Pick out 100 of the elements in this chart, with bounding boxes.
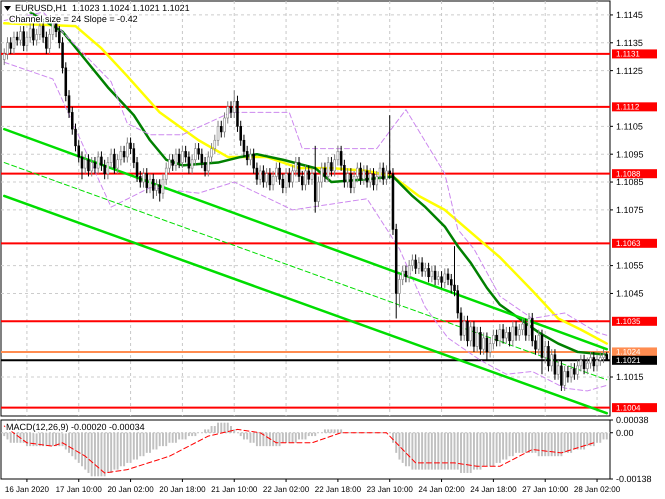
y-tick-label: 1.1085: [616, 177, 644, 188]
candlestick: [424, 262, 427, 278]
chart-title: EURUSD,H1 1.1023 1.1024 1.1021 1.1021: [15, 3, 190, 13]
candlestick: [502, 324, 504, 344]
candlestick: [544, 340, 546, 364]
candlestick: [268, 168, 272, 191]
candlestick: [505, 326, 508, 344]
candlestick: [556, 360, 560, 380]
candlestick: [122, 145, 126, 164]
candlestick: [307, 164, 310, 186]
candlestick: [596, 354, 598, 372]
candlestick: [414, 254, 417, 274]
candlestick: [472, 320, 476, 352]
x-tick-label: 20 Jan 18:00: [159, 485, 206, 494]
y-tick-label: 1.1135: [616, 38, 643, 48]
candlestick: [262, 164, 265, 188]
x-tick-label: 24 Jan 02:00: [418, 485, 466, 494]
candlestick: [230, 100, 232, 118]
candlestick: [158, 178, 161, 202]
candlestick: [284, 168, 288, 194]
candlestick: [171, 154, 174, 172]
y-tick-label: 1.1055: [616, 260, 644, 271]
candlestick: [155, 178, 158, 196]
ref-line-label: 1.1024: [616, 348, 642, 357]
candlestick: [476, 326, 478, 352]
candlestick: [466, 315, 469, 347]
candlestick: [142, 168, 145, 188]
candlestick: [420, 256, 424, 278]
x-tick-label: 16 Jan 2020: [4, 485, 50, 494]
x-tick-label: 22 Jan 02:00: [262, 485, 310, 494]
candlestick: [495, 329, 498, 347]
y-tick-label: 1.1075: [616, 205, 644, 216]
candlestick: [19, 26, 22, 46]
ref-line-label: 1.1035: [616, 317, 642, 326]
ref-line-label: 1.1088: [616, 169, 642, 178]
candlestick: [524, 318, 528, 342]
y-tick-label: 1.1125: [616, 66, 643, 76]
y-tick-label: -0.00138: [616, 474, 652, 484]
candlestick: [508, 326, 511, 347]
candlestick: [512, 320, 514, 347]
candlestick: [232, 90, 236, 118]
x-tick-label: 20 Jan 02:00: [107, 485, 154, 494]
candlestick: [550, 348, 553, 372]
candlestick: [152, 173, 155, 200]
x-tick-label: 21 Jan 10:00: [211, 485, 258, 494]
x-tick-label: 17 Jan 10:00: [56, 485, 102, 494]
candlestick: [220, 120, 223, 138]
ref-line-label: 1.1004: [616, 403, 642, 412]
y-tick-label: 0.00: [616, 428, 634, 438]
candlestick: [482, 332, 485, 356]
candlestick: [528, 312, 530, 342]
candlestick: [434, 265, 436, 286]
y-tick-label: 1.1095: [616, 149, 644, 160]
candlestick: [385, 164, 388, 186]
y-tick-label: 1.1105: [616, 121, 643, 132]
candlestick: [326, 156, 330, 183]
candlestick: [566, 365, 570, 384]
candlestick: [84, 154, 86, 174]
candlestick: [350, 168, 352, 194]
candlestick: [87, 154, 90, 177]
candlestick: [404, 265, 408, 283]
candlestick: [94, 156, 96, 174]
candlestick: [346, 168, 349, 188]
candlestick: [265, 168, 268, 188]
candlestick: [479, 326, 482, 356]
y-tick-label: 0.00038: [616, 415, 649, 426]
candlestick: [430, 265, 434, 283]
candlestick: [288, 168, 291, 188]
candlestick: [514, 320, 518, 342]
x-tick-label: 27 Jan 10:00: [522, 485, 569, 494]
candlestick: [22, 26, 25, 52]
candlestick: [570, 362, 572, 384]
candlestick: [366, 164, 368, 188]
candlestick: [174, 148, 178, 172]
ref-line-label: 1.1063: [616, 239, 642, 248]
candlestick: [310, 168, 314, 186]
candlestick: [444, 268, 446, 288]
candlestick: [178, 148, 180, 169]
candlestick: [469, 320, 472, 347]
candlestick: [440, 270, 443, 288]
candlestick: [113, 148, 116, 174]
candlestick: [16, 31, 18, 46]
candlestick: [563, 365, 566, 392]
candlestick: [304, 164, 307, 191]
candlestick: [324, 162, 326, 183]
x-tick-label: 28 Jan 02:00: [574, 485, 621, 494]
candlestick: [437, 270, 440, 286]
chart-title: MACD(12,26,9) -0.00020 -0.00034: [6, 422, 145, 432]
ref-line-label: 1.1112: [616, 102, 640, 112]
x-tick-label: 22 Jan 18:00: [314, 485, 362, 494]
candlestick: [12, 31, 16, 54]
line-series: [4, 62, 608, 392]
candlestick: [249, 148, 252, 166]
x-tick-label: 24 Jan 18:00: [470, 485, 518, 494]
candlestick: [146, 168, 148, 194]
candlestick: [372, 168, 375, 191]
candlestick: [148, 173, 152, 194]
candlestick: [90, 156, 93, 177]
text: Channel size = 24 Slope = -0.42: [9, 14, 138, 24]
candlestick: [258, 164, 262, 186]
